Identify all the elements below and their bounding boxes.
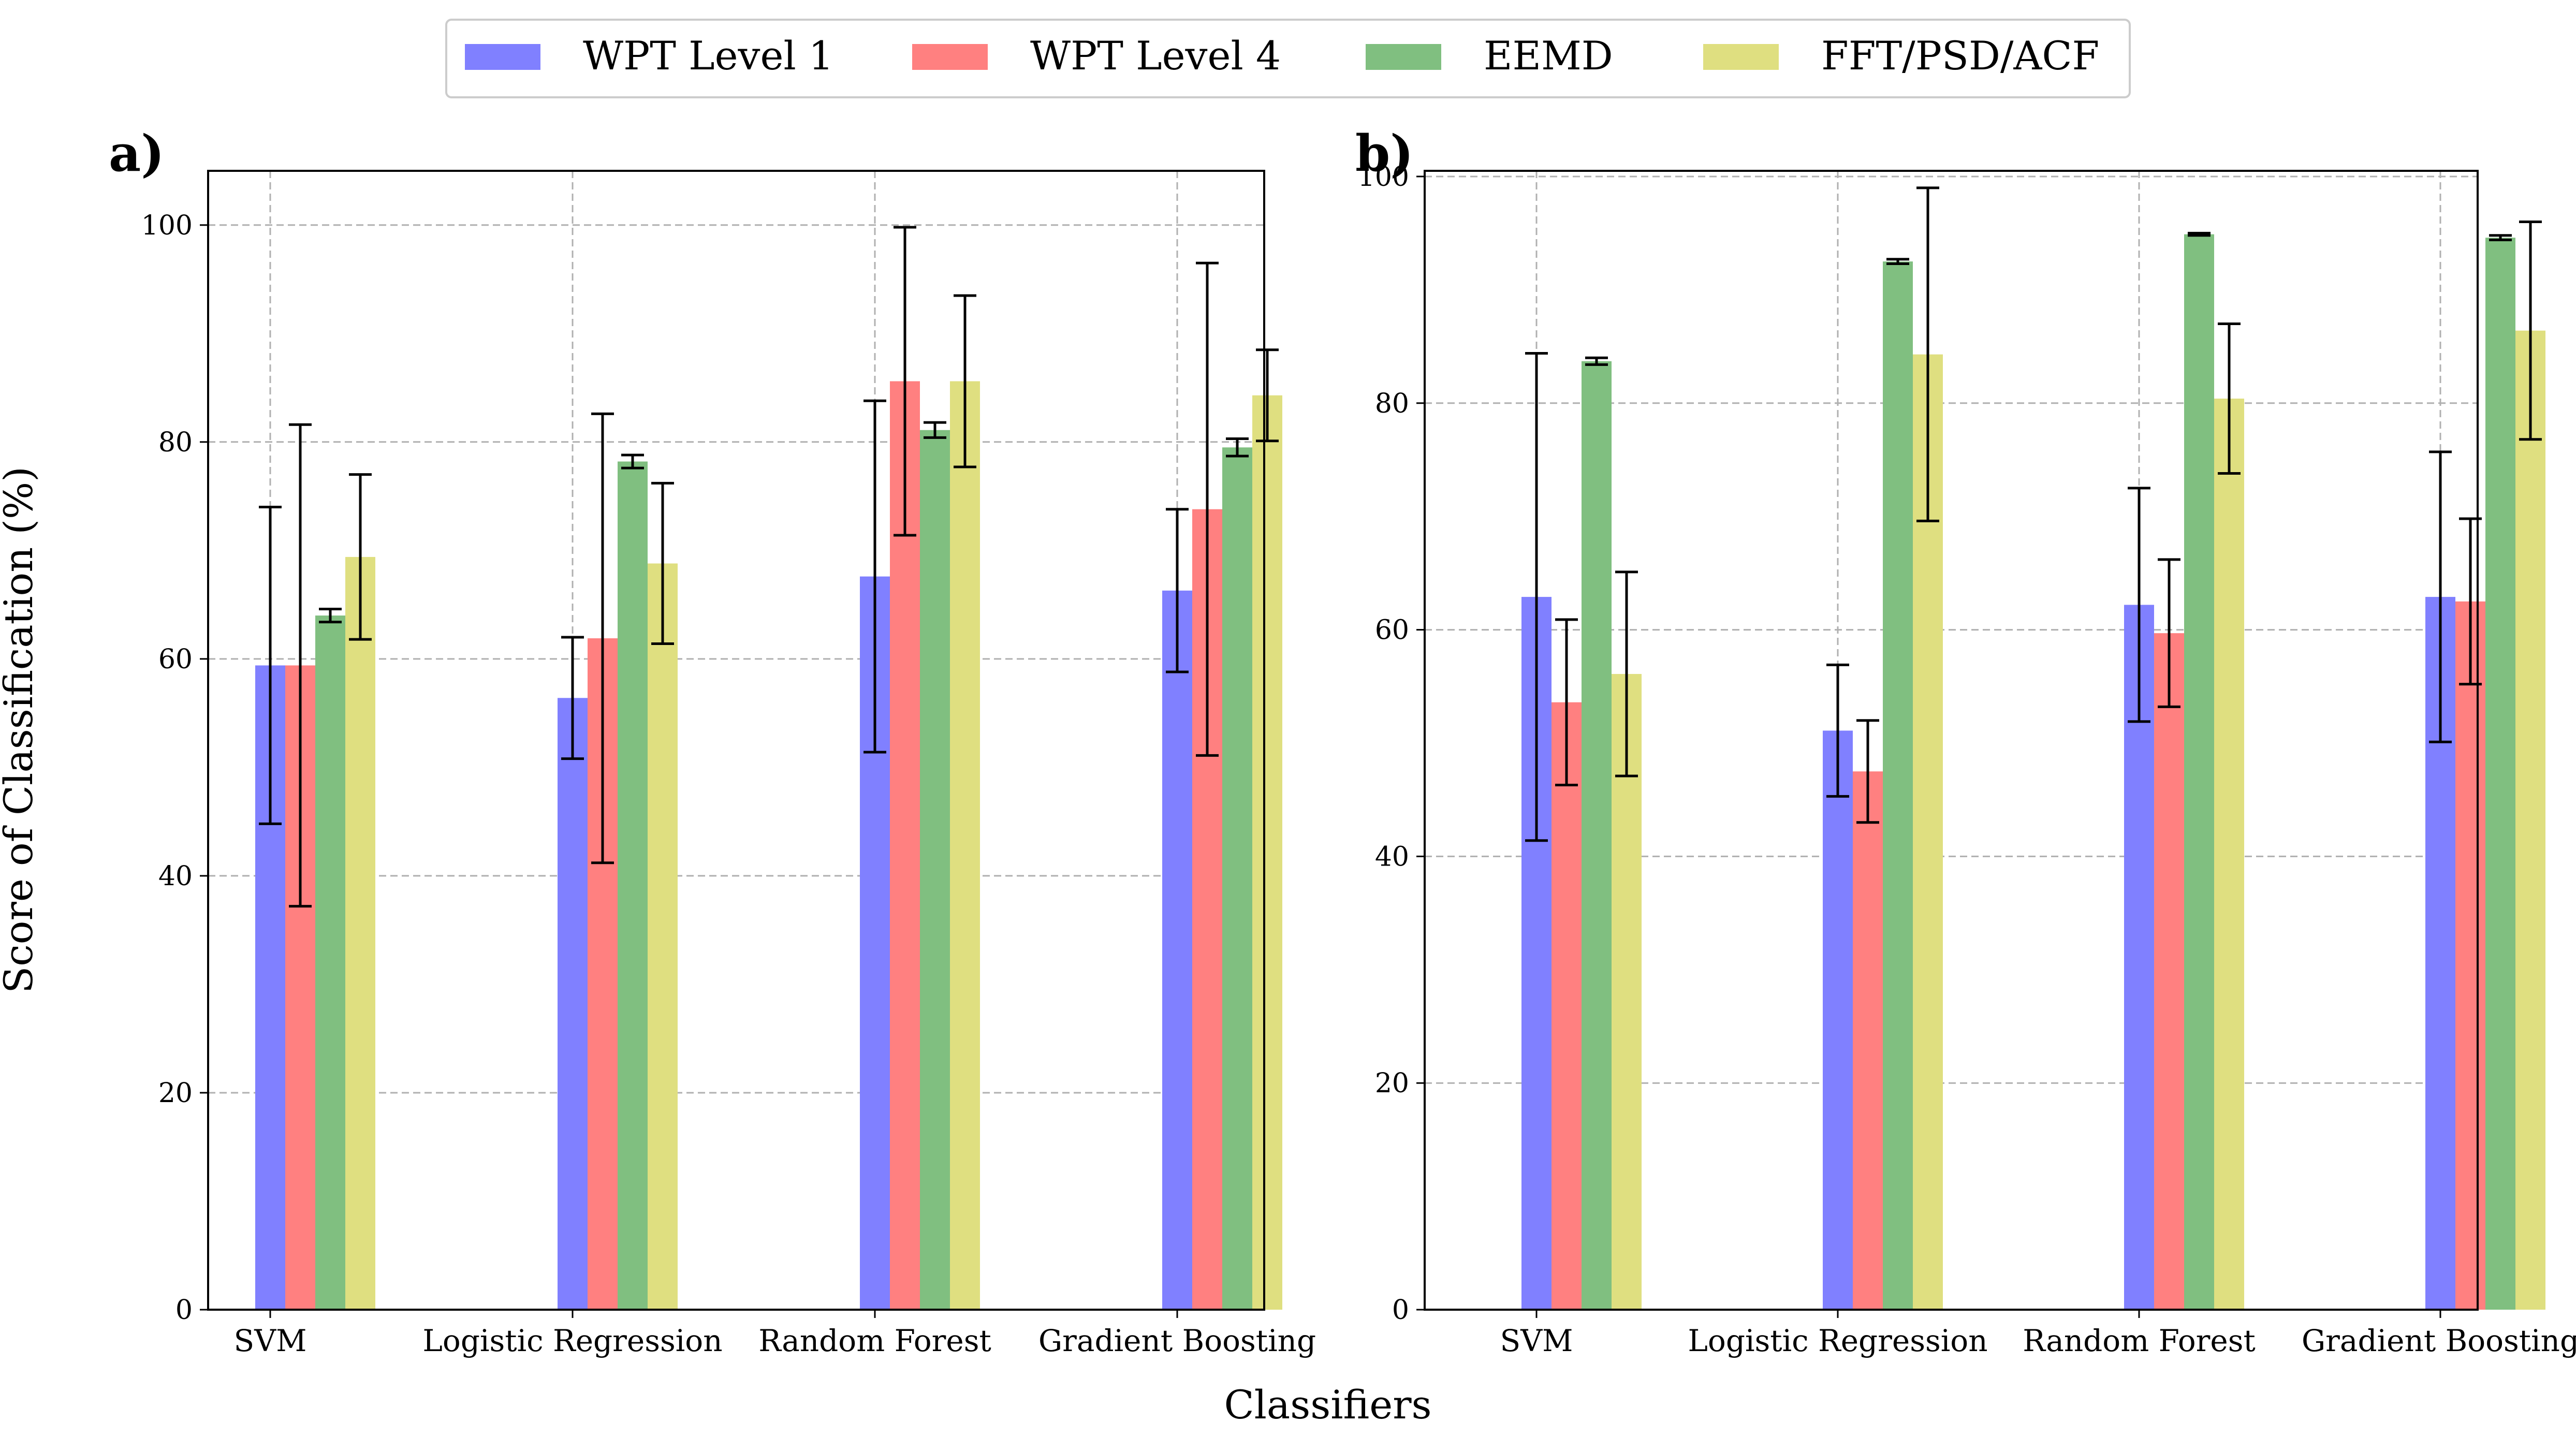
bar-eemd-svm [1582, 361, 1612, 1310]
y-tick-label: 60 [1375, 615, 1409, 646]
x-tick-label-logistic-regression: Logistic Regression [422, 1323, 722, 1358]
bar-eemd-gradient-boosting [1222, 447, 1252, 1310]
bar-eemd-random-forest [920, 430, 950, 1310]
legend-swatch-eemd [1366, 44, 1441, 70]
bar-eemd-svm [315, 615, 345, 1310]
bar-fft-psd-acf-random-forest [950, 381, 980, 1310]
panel-label-b: b) [1355, 124, 1414, 183]
y-tick-label: 80 [158, 427, 193, 458]
y-tick-label: 80 [1375, 388, 1409, 419]
bar-fft-psd-acf-logistic-regression [648, 563, 678, 1310]
bar-fft-psd-acf-svm [1612, 673, 1642, 1310]
x-tick-label-logistic-regression: Logistic Regression [1688, 1323, 1987, 1358]
y-tick-label: 40 [158, 861, 193, 892]
bar-wpt-level-4-gradient-boosting [2455, 601, 2485, 1310]
bar-wpt-level-1-logistic-regression [1823, 730, 1853, 1310]
bar-eemd-logistic-regression [618, 461, 648, 1310]
chart-panel-a: 0 20 40 60 80 100 SVM Logistic Regression Random… [109, 124, 1316, 1358]
legend-swatch-wpt-level-4 [912, 44, 988, 70]
y-tick-label: 0 [175, 1295, 193, 1326]
bar-wpt-level-1-logistic-regression [558, 698, 588, 1310]
bar-wpt-level-4-logistic-regression [1853, 771, 1883, 1310]
panel-label-a: a) [109, 124, 165, 183]
bar-fft-psd-acf-gradient-boosting [1252, 395, 1282, 1310]
legend-label-eemd: EEMD [1484, 33, 1613, 79]
y-tick-label: 40 [1375, 841, 1409, 872]
x-tick-label-svm: SVM [233, 1323, 306, 1358]
y-tick-label: 0 [1392, 1295, 1409, 1326]
plot-frame [1424, 170, 2479, 1311]
y-axis-label: Score of Classification (%) [0, 466, 41, 993]
y-tick-label: 100 [141, 210, 193, 241]
legend-swatch-wpt-level-1 [465, 44, 540, 70]
x-tick-label-random-forest: Random Forest [2023, 1323, 2256, 1358]
chart-panel-b: 0 20 40 60 80 100 SVM Logistic Regression Random… [1355, 124, 2576, 1358]
x-tick-label-gradient-boosting: Gradient Boosting [2302, 1323, 2576, 1358]
y-tick-label: 20 [1375, 1068, 1409, 1099]
bar-fft-psd-acf-random-forest [2214, 399, 2244, 1310]
x-axis-label: Classifiers [1224, 1382, 1431, 1428]
legend-label-wpt-level-1: WPT Level 1 [583, 33, 833, 79]
legend-label-fft-psd-acf: FFT/PSD/ACF [1821, 33, 2099, 79]
bar-eemd-gradient-boosting [2485, 238, 2515, 1310]
plot-frame [207, 170, 1265, 1311]
bar-fft-psd-acf-svm [345, 556, 375, 1310]
x-tick-label-svm: SVM [1500, 1323, 1573, 1358]
legend-swatch-fft-psd-acf [1703, 44, 1779, 70]
bar-wpt-level-4-random-forest [2154, 633, 2184, 1310]
x-tick-label-random-forest: Random Forest [758, 1323, 991, 1358]
legend: WPT Level 1 WPT Level 4 EEMD FFT/PSD/ACF [445, 19, 2131, 98]
bar-eemd-logistic-regression [1883, 261, 1913, 1310]
bar-fft-psd-acf-gradient-boosting [2515, 330, 2545, 1310]
x-tick-label-gradient-boosting: Gradient Boosting [1038, 1323, 1316, 1358]
bar-wpt-level-1-gradient-boosting [1162, 590, 1192, 1310]
bar-eemd-random-forest [2184, 234, 2214, 1310]
legend-label-wpt-level-4: WPT Level 4 [1030, 33, 1281, 79]
y-tick-label: 20 [158, 1078, 193, 1109]
bar-wpt-level-4-svm [1552, 702, 1582, 1310]
y-tick-label: 60 [158, 644, 193, 675]
y-tick-label: 100 [1358, 162, 1409, 193]
legend-frame [445, 19, 2131, 98]
